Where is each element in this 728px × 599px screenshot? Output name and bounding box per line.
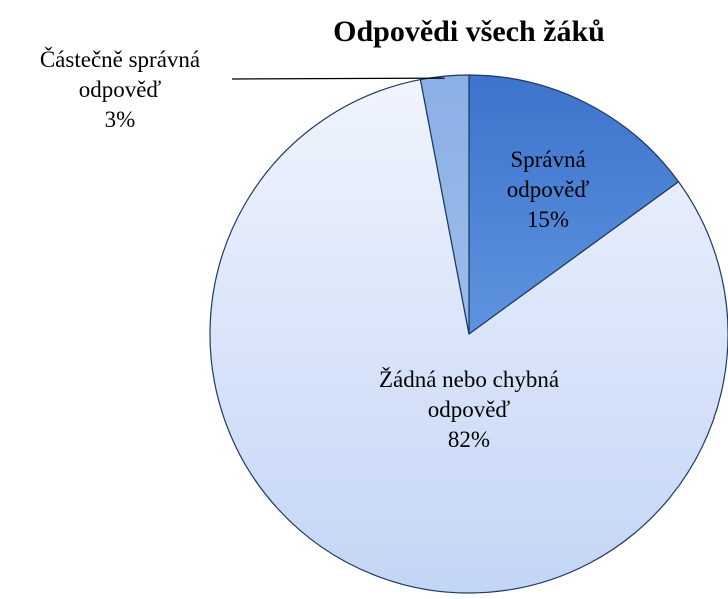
category-label: Správná odpověď: [506, 147, 590, 202]
slice-label: Správná odpověď 15%: [473, 145, 623, 235]
leader-line: [231, 77, 445, 80]
category-label: Žádná nebo chybná odpověď: [378, 367, 560, 422]
value-label: 3%: [104, 107, 136, 132]
pie-slice: [419, 74, 470, 335]
category-label: Částečně správná odpověď: [39, 47, 201, 102]
slice-label: Žádná nebo chybná odpověď 82%: [369, 365, 569, 455]
pie-slice: [468, 74, 680, 336]
chart-title: Odpovědi všech žáků: [333, 15, 605, 48]
pie-slice: [209, 78, 728, 594]
slice-label: Částečně správná odpověď 3%: [0, 45, 240, 135]
value-label: 15%: [526, 207, 570, 232]
value-label: 82%: [447, 427, 491, 452]
